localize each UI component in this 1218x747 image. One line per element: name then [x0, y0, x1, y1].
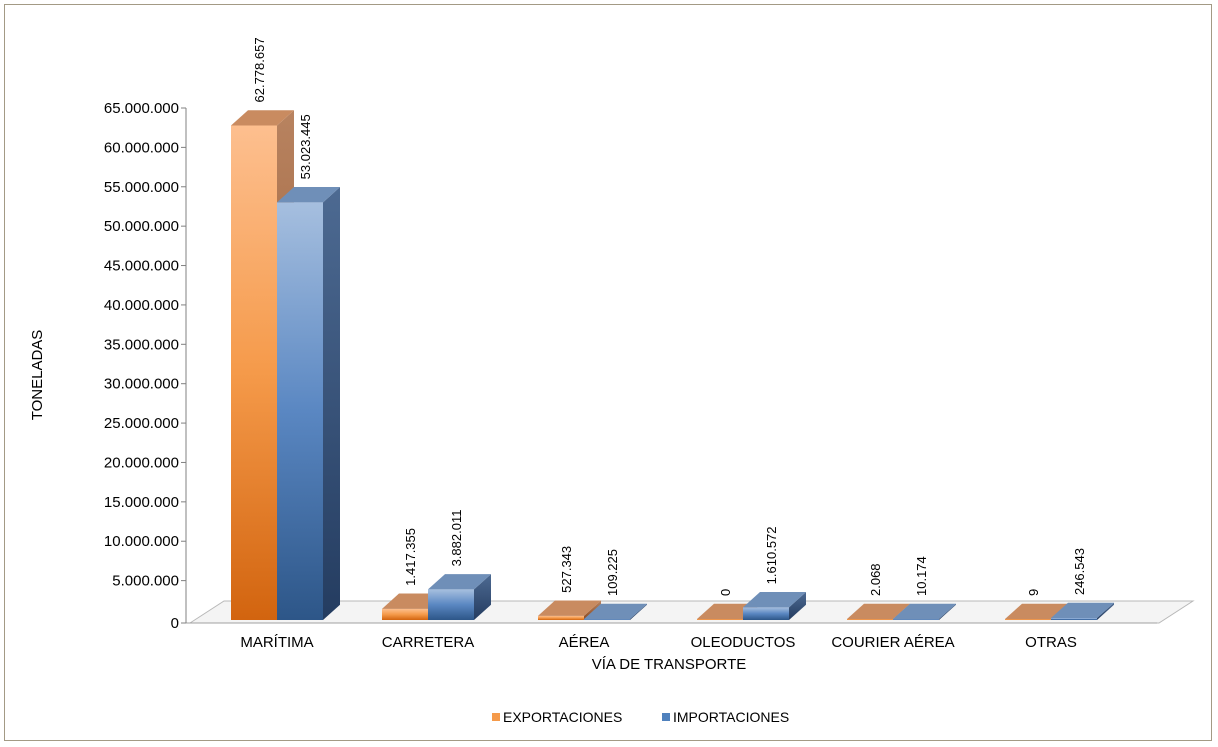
category-label-1: CARRETERA	[382, 634, 475, 651]
y-tick-label: 40.000.000	[104, 297, 179, 314]
bar-front	[743, 607, 789, 620]
y-tick-label: 55.000.000	[104, 179, 179, 196]
data-label-importaciones-1: 3.882.011	[449, 510, 464, 567]
bar-front	[428, 589, 474, 620]
bar-front	[847, 619, 893, 620]
data-labels: 62.778.657 53.023.445 1.417.355 3.882.011 52…	[252, 37, 1087, 596]
legend-item-importaciones: IMPORTACIONES	[662, 709, 789, 725]
bar-front	[893, 619, 939, 620]
y-tick-label: 0	[171, 615, 179, 632]
legend-swatch	[492, 713, 500, 721]
data-label-exportaciones-3: 0	[718, 589, 733, 596]
bar-front	[382, 609, 428, 620]
legend: EXPORTACIONES IMPORTACIONES	[492, 709, 789, 725]
data-label-importaciones-5: 246.543	[1072, 548, 1087, 595]
legend-label: EXPORTACIONES	[503, 709, 622, 725]
data-label-importaciones-2: 109.225	[605, 549, 620, 596]
y-tick-label: 30.000.000	[104, 376, 179, 393]
category-label-0: MARÍTIMA	[240, 634, 313, 651]
bar-front	[538, 616, 584, 620]
legend-swatch	[662, 713, 670, 721]
bar-front	[697, 619, 743, 620]
y-tick-label: 15.000.000	[104, 494, 179, 511]
bar-importaciones-1	[428, 574, 491, 620]
bar-importaciones-0	[277, 187, 340, 620]
y-tick-label: 20.000.000	[104, 454, 179, 471]
data-label-exportaciones-5: 9	[1026, 589, 1041, 596]
y-tick-label: 35.000.000	[104, 336, 179, 353]
x-axis-categories: MARÍTIMA CARRETERA AÉREA OLEODUCTOS COURIER …	[240, 634, 1077, 651]
bar-front	[1051, 618, 1097, 620]
y-tick-label: 60.000.000	[104, 139, 179, 156]
category-label-3: OLEODUCTOS	[691, 634, 796, 651]
data-label-importaciones-0: 53.023.445	[298, 114, 313, 179]
y-tick-label: 65.000.000	[104, 100, 179, 117]
y-tick-label: 25.000.000	[104, 415, 179, 432]
bar-side	[323, 187, 340, 620]
y-tick-label: 5.000.000	[112, 573, 179, 590]
y-tick-label: 45.000.000	[104, 258, 179, 275]
legend-label: IMPORTACIONES	[673, 709, 789, 725]
y-tick-label: 10.000.000	[104, 533, 179, 550]
y-axis: 0 5.000.000 10.000.000 15.000.000 20.000.000…	[104, 100, 186, 632]
bar-front	[231, 125, 277, 620]
bar-chart: 0 5.000.000 10.000.000 15.000.000 20.000.000…	[5, 5, 1213, 742]
category-label-4: COURIER AÉREA	[831, 634, 954, 651]
data-label-exportaciones-2: 527.343	[559, 546, 574, 593]
category-label-5: OTRAS	[1025, 634, 1077, 651]
bar-front	[1005, 619, 1051, 620]
data-label-exportaciones-0: 62.778.657	[252, 37, 267, 102]
bars	[231, 110, 1114, 620]
legend-item-exportaciones: EXPORTACIONES	[492, 709, 622, 725]
data-label-exportaciones-1: 1.417.355	[403, 528, 418, 586]
data-label-importaciones-3: 1.610.572	[764, 526, 779, 584]
bar-front	[584, 619, 630, 620]
category-label-2: AÉREA	[559, 634, 610, 651]
data-label-importaciones-4: 10.174	[914, 556, 929, 596]
chart-frame: 0 5.000.000 10.000.000 15.000.000 20.000.000…	[4, 4, 1212, 741]
bar-front	[277, 202, 323, 620]
y-axis-title: TONELADAS	[29, 330, 46, 421]
x-axis-title: VÍA DE TRANSPORTE	[592, 656, 747, 673]
y-tick-label: 50.000.000	[104, 218, 179, 235]
data-label-exportaciones-4: 2.068	[868, 563, 883, 596]
